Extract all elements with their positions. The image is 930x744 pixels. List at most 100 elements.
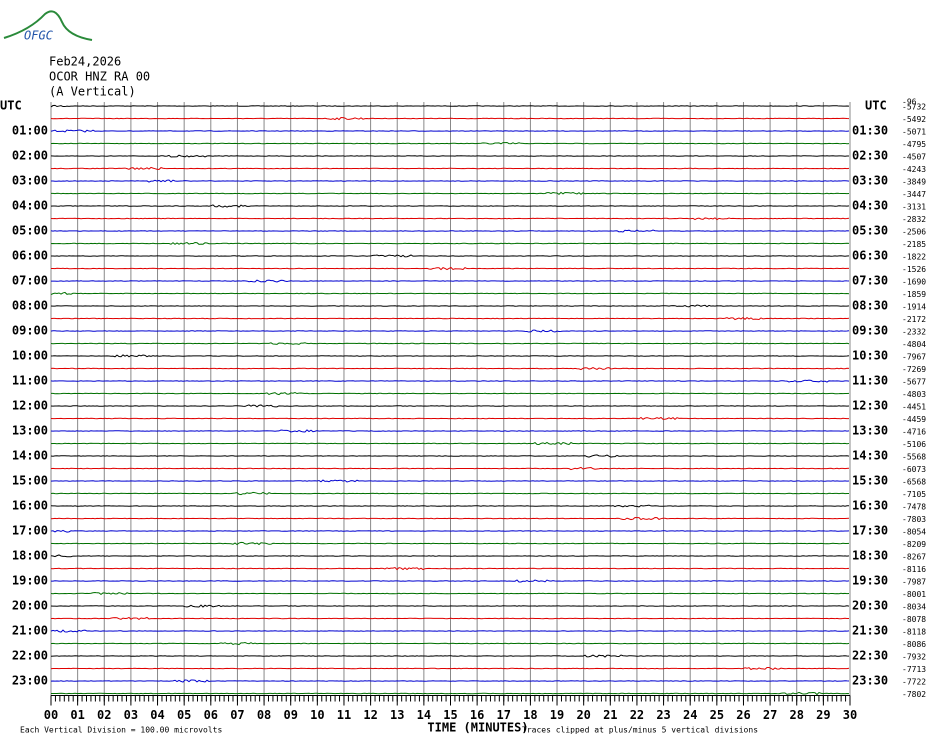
x-tick-label: 19 (550, 708, 564, 722)
offset-label: -5568 (902, 453, 926, 462)
offset-label: -2185 (902, 240, 926, 249)
offset-label: -2172 (902, 315, 926, 324)
trace (50, 204, 850, 208)
right-time-label: 10:30 (852, 349, 888, 363)
offset-label: -1690 (902, 278, 926, 287)
offset-label: -7932 (902, 653, 926, 662)
right-time-label: 19:30 (852, 574, 888, 588)
left-time-label: 08:00 (12, 299, 48, 313)
x-tick-label: 15 (443, 708, 457, 722)
offset-label: -7802 (902, 690, 926, 699)
right-time-label: 06:30 (852, 249, 888, 263)
x-tick-label: 21 (603, 708, 617, 722)
left-time-label: 21:00 (12, 624, 48, 638)
offset-label: -3131 (902, 203, 926, 212)
offset-label: -7478 (902, 503, 926, 512)
trace (50, 454, 850, 458)
x-tick-label: 09 (283, 708, 297, 722)
offset-label: -4507 (902, 153, 926, 162)
trace (50, 166, 850, 171)
offset-label: -4451 (902, 403, 926, 412)
offset-label: -4804 (902, 340, 926, 349)
trace (50, 392, 850, 396)
logo-arc (3, 10, 93, 41)
left-time-label: 20:00 (12, 599, 48, 613)
trace (50, 516, 850, 521)
trace (50, 291, 850, 296)
offset-label: -7803 (902, 515, 926, 524)
left-time-label: 07:00 (12, 274, 48, 288)
trace (50, 217, 850, 221)
trace (50, 179, 850, 183)
trace (50, 129, 850, 133)
left-time-label: 14:00 (12, 449, 48, 463)
right-time-label: 07:30 (852, 274, 888, 288)
right-time-label: 16:30 (852, 499, 888, 513)
trace (50, 504, 850, 508)
right-time-label: 13:30 (852, 424, 888, 438)
offset-label: -4803 (902, 390, 926, 399)
right-time-label: 22:30 (852, 649, 888, 663)
offset-label: -6073 (902, 465, 926, 474)
trace (50, 229, 850, 233)
x-tick-label: 04 (150, 708, 164, 722)
logo-text: OFGC (24, 29, 54, 43)
offset-label: -5677 (902, 378, 926, 387)
x-tick-label: 11 (337, 708, 351, 722)
offset-label: -1914 (902, 303, 926, 312)
right-time-label: 05:30 (852, 224, 888, 238)
x-tick-label: 13 (390, 708, 404, 722)
trace (50, 342, 850, 345)
offset-label: -8118 (902, 628, 926, 637)
trace (50, 466, 850, 471)
left-time-label: 17:00 (12, 524, 48, 538)
trace (50, 567, 850, 571)
trace (50, 679, 850, 683)
left-time-label: 13:00 (12, 424, 48, 438)
offset-label: -6568 (902, 478, 926, 487)
trace (50, 629, 850, 633)
trace (50, 366, 850, 371)
trace (50, 604, 850, 608)
left-time-label: 02:00 (12, 149, 48, 163)
right-time-label: 12:30 (852, 399, 888, 413)
trace (50, 416, 850, 420)
trace (50, 141, 850, 145)
trace (50, 429, 850, 433)
left-time-label: 03:00 (12, 174, 48, 188)
offset-label: -1822 (902, 253, 926, 262)
left-time-label: 04:00 (12, 199, 48, 213)
x-tick-label: 10 (310, 708, 324, 722)
offset-label: -7987 (902, 578, 926, 587)
right-time-label: 04:30 (852, 199, 888, 213)
offset-label: -7269 (902, 365, 926, 374)
title-line: OCOR HNZ RA 00 (49, 70, 150, 84)
right-time-label: 09:30 (852, 324, 888, 338)
offset-label: -8116 (902, 565, 926, 574)
left-time-label: 10:00 (12, 349, 48, 363)
x-tick-label: 20 (576, 708, 590, 722)
left-time-label: 22:00 (12, 649, 48, 663)
left-time-label: 12:00 (12, 399, 48, 413)
x-tick-label: 06 (204, 708, 218, 722)
right-time-label: 11:30 (852, 374, 888, 388)
left-time-label: 11:00 (12, 374, 48, 388)
offset-label: -2832 (902, 215, 926, 224)
trace (50, 541, 850, 546)
x-tick-label: 16 (470, 708, 484, 722)
right-time-label: 03:30 (852, 174, 888, 188)
left-time-label: 18:00 (12, 549, 48, 563)
left-time-label: 15:00 (12, 474, 48, 488)
offset-label: -7713 (902, 665, 926, 674)
trace (50, 329, 850, 333)
offset-label: -8054 (902, 528, 926, 537)
right-time-label: 02:30 (852, 149, 888, 163)
offset-label: -8034 (902, 603, 926, 612)
trace (50, 666, 850, 671)
trace (50, 691, 850, 696)
offset-label: -5732 (902, 103, 926, 112)
right-time-label: UTC (865, 99, 887, 113)
trace (50, 379, 850, 383)
offset-label: -1859 (902, 290, 926, 299)
offset-label: -7105 (902, 490, 926, 499)
